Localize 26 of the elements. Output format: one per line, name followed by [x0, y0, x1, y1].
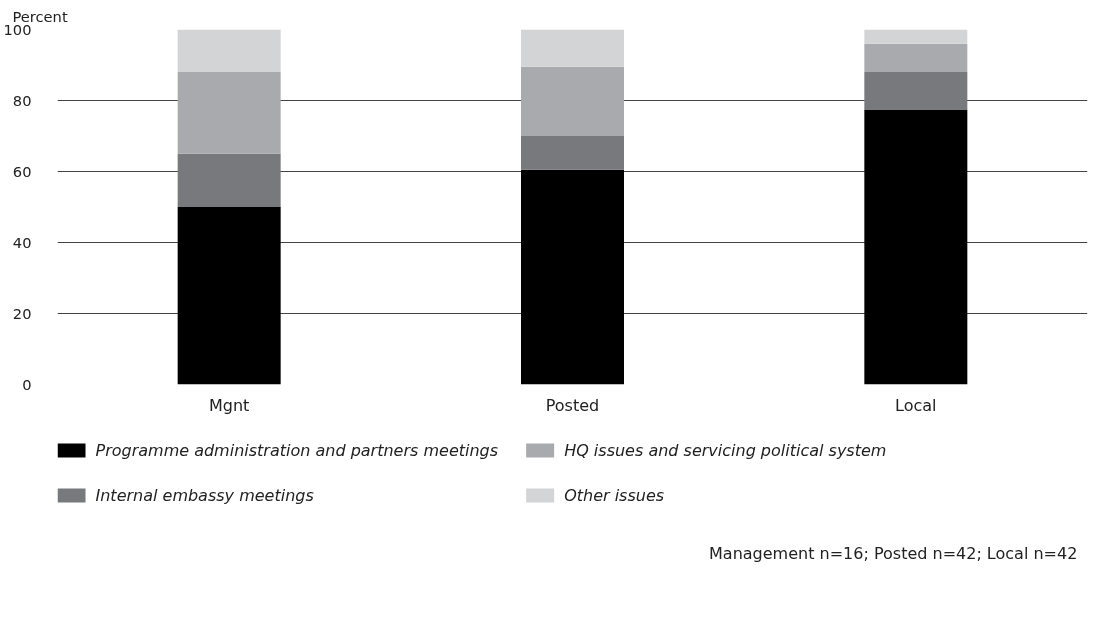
bar [521, 136, 624, 170]
bar [521, 169, 624, 385]
bar [521, 29, 624, 67]
y-tick-label: 20 [12, 304, 32, 322]
bar [864, 109, 968, 385]
bar [864, 72, 968, 110]
bar [864, 43, 968, 73]
bar [864, 29, 968, 44]
bar [177, 153, 281, 207]
y-tick-label: 80 [12, 91, 32, 109]
x-tick-label: Posted [545, 395, 600, 415]
x-tick-label: Local [895, 395, 937, 415]
y-tick-label: 40 [12, 233, 32, 251]
legend-label: Programme administration and partners meetings [95, 441, 499, 460]
legend-label: HQ issues and servicing political system [564, 441, 887, 460]
y-tick-label: 60 [12, 162, 32, 180]
bar [177, 207, 281, 385]
bar [177, 72, 281, 154]
legend-label: Internal embassy meetings [95, 486, 314, 505]
y-axis-title: Percent [12, 7, 68, 25]
bar [177, 29, 281, 73]
text: Management n=16; Posted n=42; Local n=42 [709, 543, 1078, 563]
legend-label: Other issues [564, 486, 665, 505]
y-tick-label: 0 [22, 375, 32, 393]
x-tick-label: Mgnt [208, 395, 250, 415]
bar [521, 66, 624, 136]
